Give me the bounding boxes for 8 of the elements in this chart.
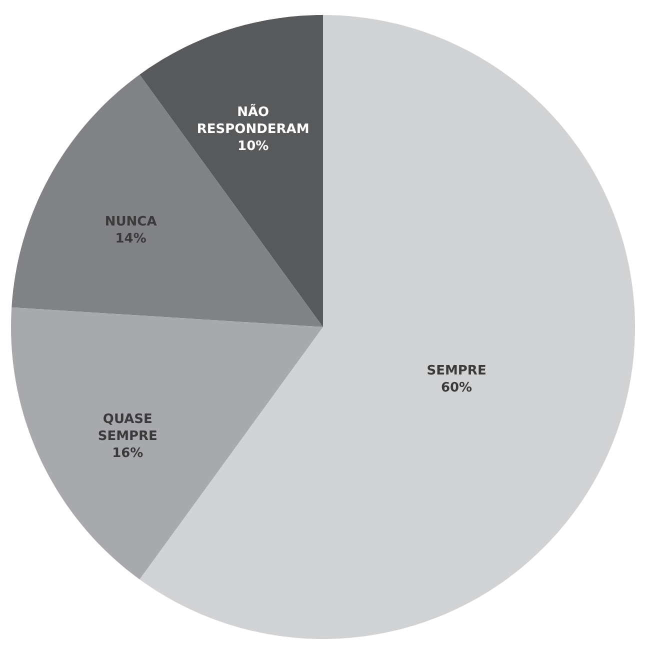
slice-label: NUNCA [104, 214, 157, 230]
data-label: 10% [238, 138, 269, 154]
data-label: 60% [440, 380, 472, 396]
data-label: 14% [115, 231, 146, 246]
data-label: 16% [112, 446, 144, 461]
slice-label: NÃO RESPONDERAM [196, 102, 310, 137]
slice-label: SEMPRE [426, 363, 486, 378]
slice-label: QUASE SEMPRE [98, 412, 158, 444]
